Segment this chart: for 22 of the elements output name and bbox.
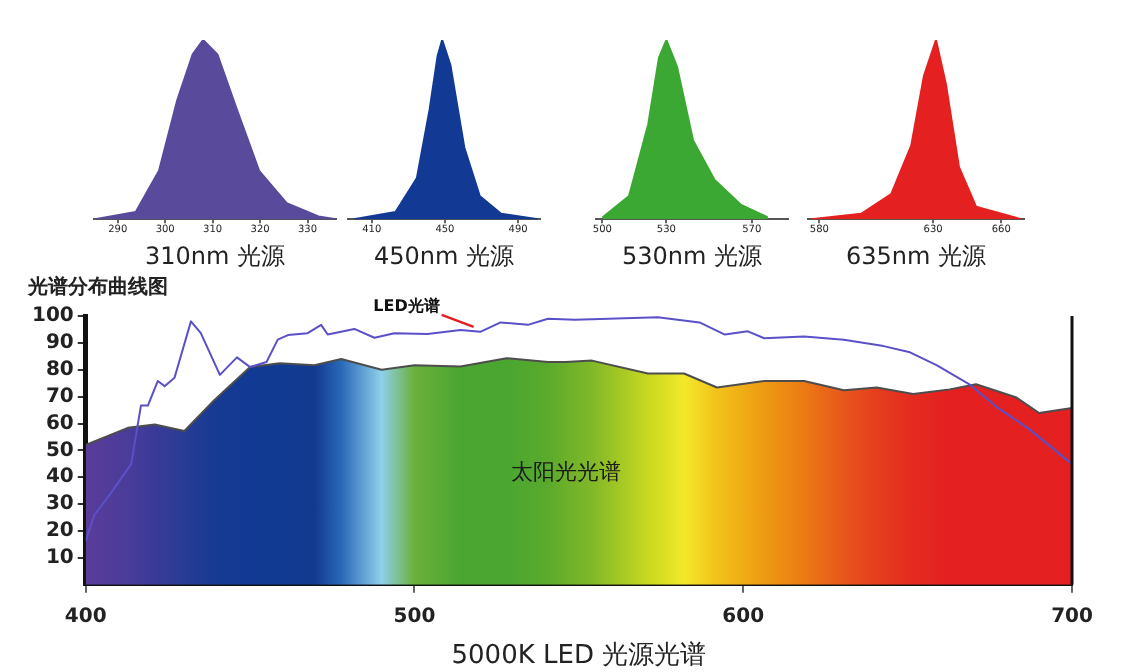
y-tick-label: 20 [45,520,74,543]
series-label: 太阳光光谱 [510,459,621,486]
y-tick-label: 60 [45,412,74,435]
chart-title: 光谱分布曲线图 [26,275,168,300]
x-axis-title: 310nm 光源 [144,241,286,270]
x-tick-label: 500 [393,605,436,628]
x-tick-label: 400 [64,605,107,628]
x-tick-label: 600 [722,605,765,628]
y-tick-label: 80 [45,358,74,381]
x-tick-label: 700 [1051,605,1093,628]
x-axis-title: 530nm 光源 [621,241,763,270]
x-axis-title: 450nm 光源 [373,241,515,270]
annotation: LED光谱 [373,296,440,315]
y-tick-label: 70 [45,385,74,408]
y-tick-label: 30 [45,493,74,516]
y-tick-label: 100 [32,305,74,328]
x-axis-title: 5000K LED 光源光谱 [451,641,707,672]
y-tick-label: 90 [45,332,74,355]
y-tick-label: 50 [45,439,74,462]
x-axis-title: 635nm 光源 [845,241,987,270]
y-tick-label: 10 [45,547,74,570]
y-tick-label: 40 [45,466,74,489]
